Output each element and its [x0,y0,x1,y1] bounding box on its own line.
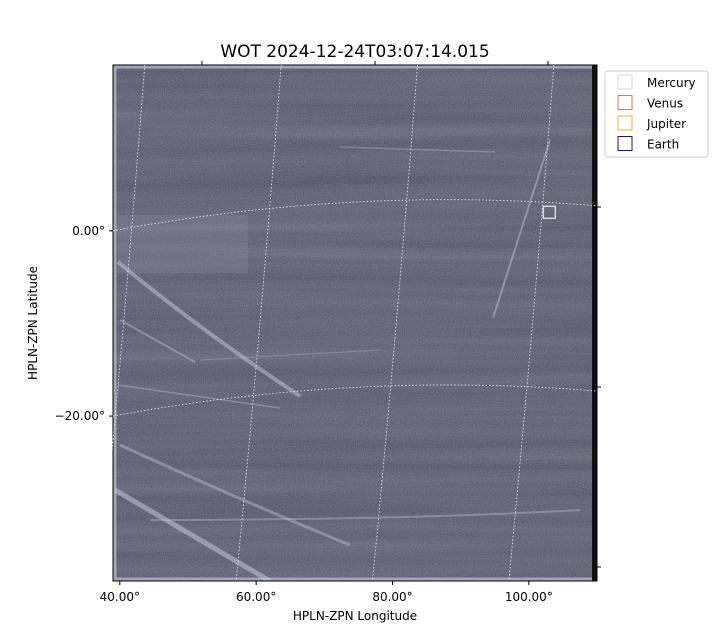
grid-line [372,64,418,582]
y-tick-label: 0.00° [72,224,105,238]
grid-line [112,199,598,232]
y-axis-label: HPLN-ZPN Latitude [26,266,40,380]
grid-line [235,64,282,582]
top-right-ticks [201,61,601,568]
x-tick-label: 80.00° [372,590,412,604]
legend-label: Venus [647,97,683,111]
grid-line [99,64,146,582]
planet-marker [542,205,557,220]
grid-line [508,64,555,582]
legend-swatch [617,95,633,110]
legend-swatch [617,136,633,151]
chart-title: WOT 2024-12-24T03:07:14.015 [220,42,489,62]
legend-label: Earth [647,138,679,152]
x-tick-label: 60.00° [236,590,276,604]
legend-label: Mercury [647,76,696,90]
bright-patch [118,215,248,273]
x-axis-label: HPLN-ZPN Longitude [293,609,417,623]
streaks [113,139,581,581]
y-tick-label: −20.00° [55,409,105,423]
legend-swatch [617,115,633,131]
axes-frame [112,64,598,582]
x-tick-label: 100.00° [505,590,553,604]
legend-label: Jupiter [646,117,686,131]
x-tick-label: 40.00° [100,590,140,604]
image-noise [113,65,597,581]
image-border [592,65,597,581]
image [113,65,597,581]
legend [604,70,709,158]
grid-line [112,384,598,417]
legend-swatch [617,74,633,90]
